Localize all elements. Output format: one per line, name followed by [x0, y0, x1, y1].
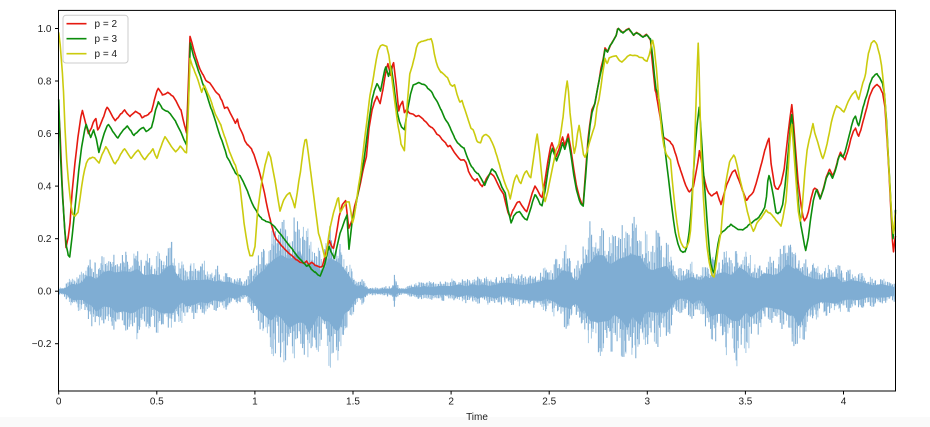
svg-text:p = 2: p = 2 — [95, 19, 118, 30]
svg-text:0.6: 0.6 — [38, 129, 52, 140]
svg-text:0: 0 — [56, 397, 62, 408]
svg-text:0.5: 0.5 — [150, 397, 164, 408]
svg-text:1.0: 1.0 — [38, 24, 52, 35]
svg-text:−0.2: −0.2 — [32, 339, 52, 350]
svg-text:0.2: 0.2 — [38, 234, 52, 245]
svg-text:1.5: 1.5 — [346, 397, 360, 408]
svg-text:p = 4: p = 4 — [95, 49, 118, 60]
svg-text:3: 3 — [645, 397, 651, 408]
svg-text:4: 4 — [841, 397, 847, 408]
svg-text:3.5: 3.5 — [738, 397, 752, 408]
svg-text:0.4: 0.4 — [38, 182, 52, 193]
svg-text:0.0: 0.0 — [38, 287, 52, 298]
svg-text:2: 2 — [448, 397, 454, 408]
svg-text:2.5: 2.5 — [542, 397, 556, 408]
svg-text:Time: Time — [466, 412, 488, 423]
svg-text:0.8: 0.8 — [38, 76, 52, 87]
svg-text:p = 3: p = 3 — [95, 34, 118, 45]
svg-text:1: 1 — [252, 397, 258, 408]
